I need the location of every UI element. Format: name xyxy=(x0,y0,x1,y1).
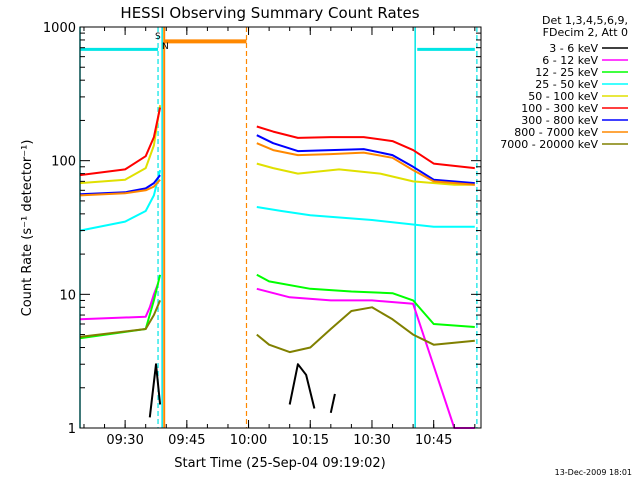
y-axis-label: Count Rate (s⁻¹ detector⁻¹) xyxy=(20,140,35,317)
x-tick-label-2: 10:00 xyxy=(230,433,267,448)
legend-label-3: 25 - 50 keV xyxy=(535,78,598,91)
flag-n: N xyxy=(162,42,169,52)
series-line-8-0 xyxy=(79,300,162,338)
series-line-0-1 xyxy=(288,363,316,409)
y-tick-label-0: 1 xyxy=(68,422,76,437)
y-tick-label-3: 1000 xyxy=(43,21,76,36)
x-tick-label-4: 10:30 xyxy=(353,433,390,448)
x-tick-label-5: 10:45 xyxy=(415,433,452,448)
series-line-0-2 xyxy=(329,393,336,414)
x-tick-label-3: 10:15 xyxy=(292,433,329,448)
legend-label-5: 100 - 300 keV xyxy=(521,102,598,115)
legend-label-0: 3 - 6 keV xyxy=(549,42,598,55)
legend-label-7: 800 - 7000 keV xyxy=(514,126,598,139)
legend-label-4: 50 - 100 keV xyxy=(528,90,598,103)
legend: Det 1,3,4,5,6,9,FDecim 2, Att 0 3 - 6 keV… xyxy=(500,14,628,151)
x-axis-label: Start Time (25-Sep-04 09:19:02) xyxy=(174,456,385,471)
legend-label-2: 12 - 25 keV xyxy=(535,66,598,79)
legend-label-6: 300 - 800 keV xyxy=(521,114,598,127)
legend-header-0: Det 1,3,4,5,6,9, xyxy=(542,14,628,27)
series-line-5-0 xyxy=(79,107,162,177)
series-line-4-1 xyxy=(256,162,475,186)
series-line-5-1 xyxy=(256,125,475,170)
legend-label-1: 6 - 12 keV xyxy=(542,54,598,67)
series-line-2-1 xyxy=(256,273,475,328)
x-tick-label-1: 09:45 xyxy=(168,433,205,448)
plot-frame xyxy=(79,26,482,429)
legend-header-1: FDecim 2, Att 0 xyxy=(543,26,628,39)
series-line-8-1 xyxy=(256,306,475,354)
series-line-6-1 xyxy=(256,134,475,185)
series-line-7-0 xyxy=(79,179,161,197)
chart-title: HESSI Observing Summary Count Rates xyxy=(120,4,419,22)
x-tick-label-0: 09:30 xyxy=(106,433,143,448)
series-line-6-0 xyxy=(79,174,161,196)
y-tick-label-2: 100 xyxy=(51,155,76,170)
axes: 09:30 09:45 10:00 10:15 10:30 10:45 1 10 100 1000 xyxy=(43,21,481,448)
series-line-0-0 xyxy=(148,363,162,418)
legend-label-8: 7000 - 20000 keV xyxy=(500,138,598,151)
series-line-3-0 xyxy=(79,169,162,232)
flag-s: S xyxy=(155,32,161,42)
series-line-3-1 xyxy=(256,206,475,228)
footer-date: 13-Dec-2009 18:01 xyxy=(555,468,632,477)
series-line-7-1 xyxy=(256,142,475,186)
y-tick-label-1: 10 xyxy=(59,288,76,303)
